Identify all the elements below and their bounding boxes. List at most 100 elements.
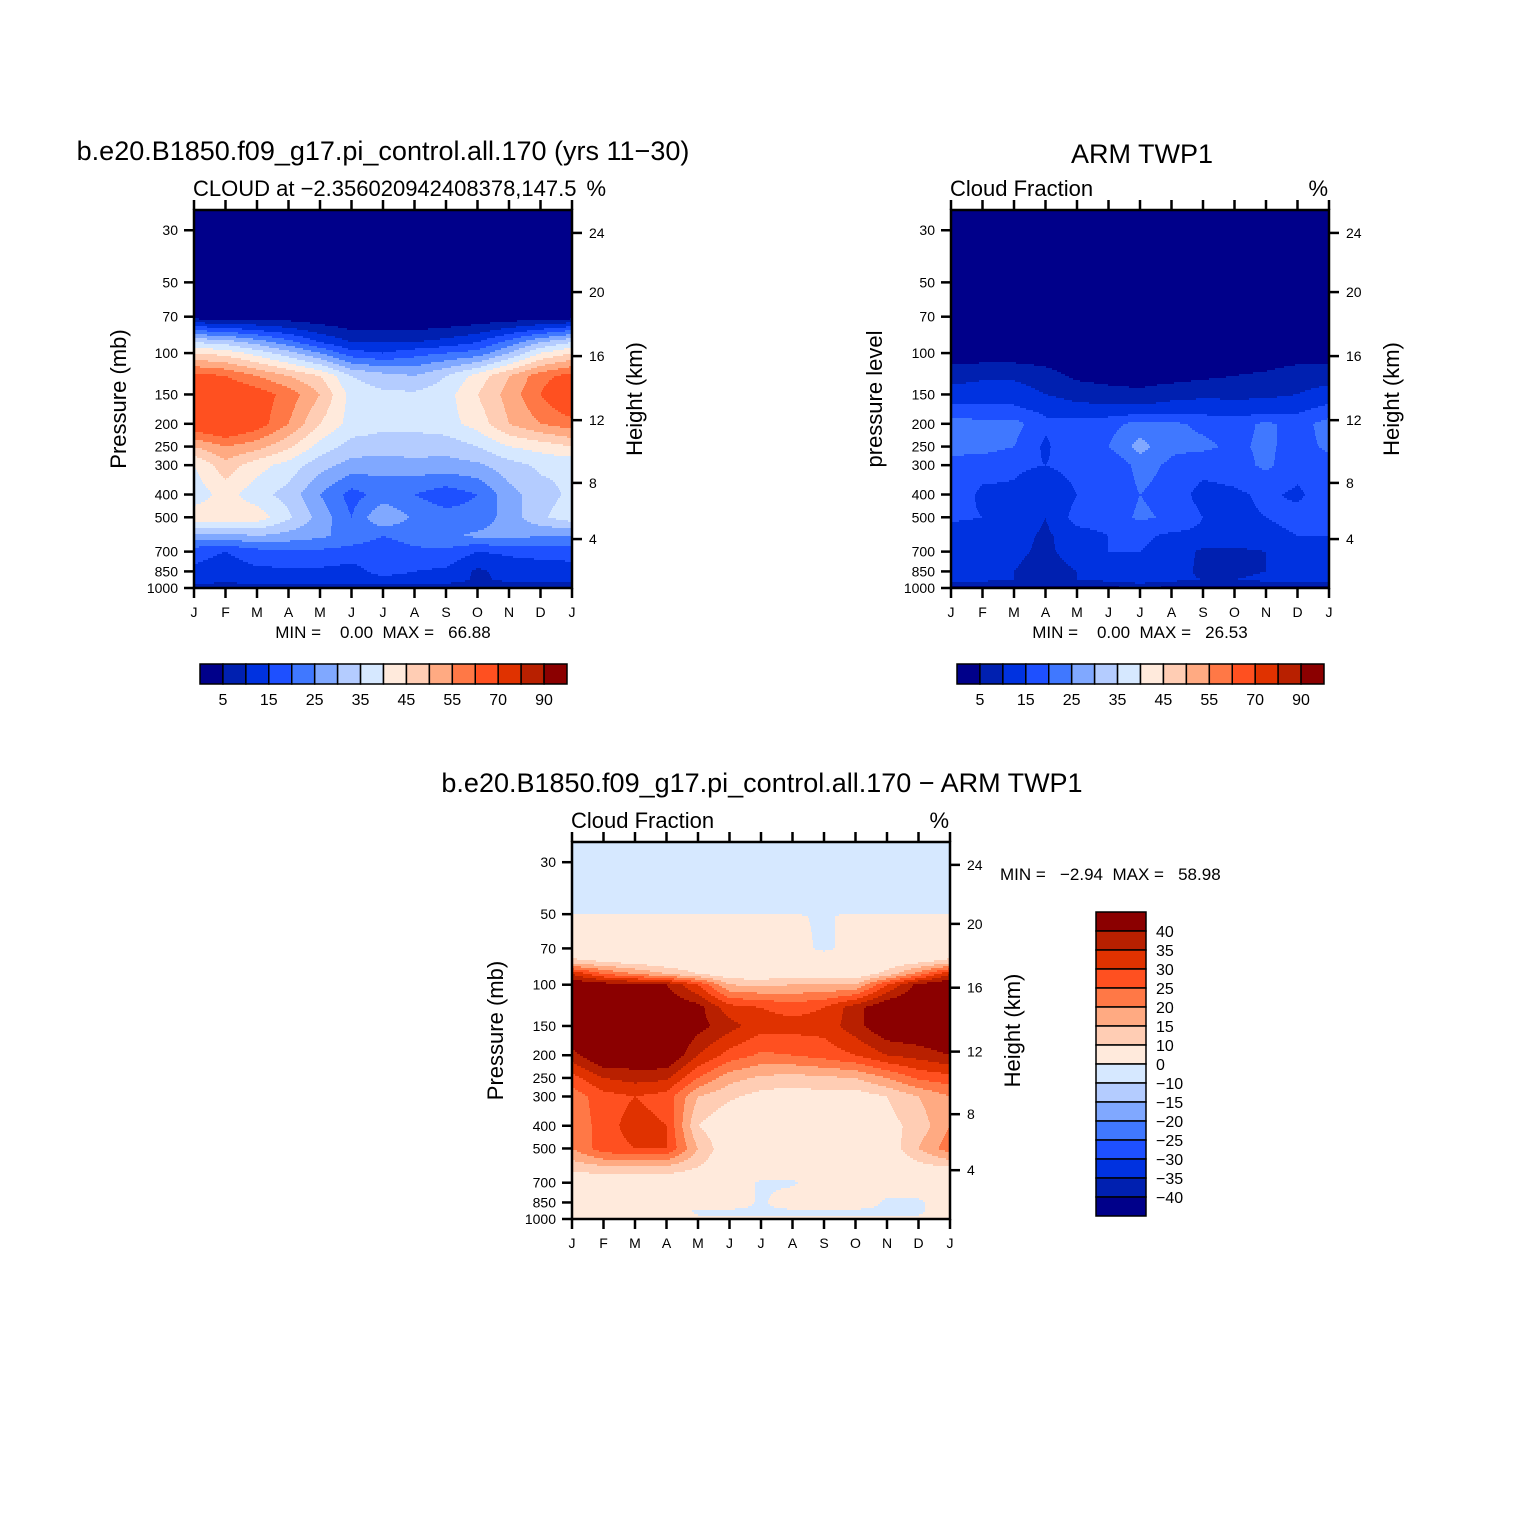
contour-cell xyxy=(256,368,286,370)
contour-cell xyxy=(951,224,1329,226)
colorbar-box xyxy=(382,663,408,685)
contour-cell xyxy=(324,470,496,472)
contour-cell xyxy=(527,438,572,440)
contour-cell xyxy=(951,478,1015,480)
contour-cell xyxy=(210,496,241,498)
contour-cell xyxy=(572,1190,755,1192)
contour-cell xyxy=(235,556,465,558)
contour-cell xyxy=(1251,414,1329,416)
contour-cell xyxy=(566,360,572,362)
contour-cell xyxy=(572,1212,694,1214)
contour-cell xyxy=(951,324,1329,326)
contour-cell xyxy=(627,1140,667,1142)
contour-cell xyxy=(198,472,219,474)
contour-cell xyxy=(537,366,569,368)
contour-cell xyxy=(1260,422,1272,424)
contour-cell xyxy=(463,370,486,372)
contour-cell xyxy=(331,402,346,404)
contour-cell xyxy=(461,420,488,422)
contour-cell xyxy=(375,508,397,510)
contour-cell xyxy=(706,990,717,992)
contour-cell xyxy=(228,552,474,554)
contour-cell xyxy=(683,1128,691,1130)
contour-cell xyxy=(541,392,572,394)
contour-cell xyxy=(621,1130,667,1132)
contour-cell xyxy=(561,374,572,376)
contour-cell xyxy=(572,1018,707,1020)
contour-cell xyxy=(500,366,519,368)
contour-cell xyxy=(1191,494,1250,496)
contour-cell xyxy=(194,232,572,234)
colorbar-box xyxy=(1095,1006,1147,1027)
contour-cell xyxy=(674,1114,683,1116)
y-tick-label: 500 xyxy=(155,509,179,525)
contour-cell xyxy=(923,1138,943,1140)
contour-cell xyxy=(1196,550,1262,552)
contour-cell xyxy=(572,1084,592,1086)
contour-cell xyxy=(740,1080,864,1082)
contour-cell xyxy=(194,278,572,280)
contour-cell xyxy=(525,370,547,372)
colorbar-box xyxy=(222,663,247,685)
contour-cell xyxy=(553,350,572,352)
contour-cell xyxy=(364,496,419,498)
colorbar-box xyxy=(268,663,293,685)
contour-cell xyxy=(925,1210,950,1212)
contour-cell xyxy=(202,448,261,450)
contour-cell xyxy=(303,336,335,338)
contour-cell xyxy=(273,402,296,404)
contour-cell xyxy=(694,1108,718,1110)
contour-cell xyxy=(644,976,677,978)
contour-cell xyxy=(445,376,468,378)
contour-cell xyxy=(508,378,527,380)
contour-cell xyxy=(452,506,497,508)
contour-cell xyxy=(513,368,531,370)
contour-cell xyxy=(1314,428,1329,430)
contour-cell xyxy=(572,1032,700,1034)
contour-cell xyxy=(194,562,198,564)
contour-cell xyxy=(930,1124,950,1126)
contour-cell xyxy=(1052,368,1275,370)
contour-cell xyxy=(704,1130,902,1132)
contour-cell xyxy=(858,1078,890,1080)
contour-cell xyxy=(331,534,464,536)
contour-cell xyxy=(928,1118,950,1120)
contour-cell xyxy=(522,390,542,392)
contour-cell xyxy=(220,444,234,446)
contour-cell xyxy=(670,1088,683,1090)
contour-cell xyxy=(903,1126,930,1128)
contour-cell xyxy=(548,516,572,518)
contour-cell xyxy=(496,454,554,456)
contour-cell xyxy=(239,466,270,468)
contour-cell xyxy=(941,1142,950,1144)
contour-cell xyxy=(594,1062,674,1064)
contour-cell xyxy=(458,412,485,414)
contour-cell xyxy=(931,968,948,970)
contour-cell xyxy=(1138,498,1143,500)
contour-cell xyxy=(1250,494,1282,496)
contour-cell xyxy=(302,466,332,468)
contour-cell xyxy=(1094,382,1174,384)
contour-cell xyxy=(572,930,811,932)
contour-cell xyxy=(951,526,1041,528)
contour-cell xyxy=(572,854,950,856)
contour-cell xyxy=(541,352,572,354)
y-tick-label: 70 xyxy=(919,309,935,325)
contour-cell xyxy=(1253,452,1275,454)
contour-cell xyxy=(247,462,281,464)
contour-cell xyxy=(331,432,377,434)
contour-cell xyxy=(671,1076,685,1078)
contour-cell xyxy=(443,506,452,508)
contour-cell xyxy=(951,546,1032,548)
contour-cell xyxy=(326,382,340,384)
contour-cell xyxy=(1277,430,1315,432)
contour-cell xyxy=(667,1128,675,1130)
contour-cell xyxy=(287,460,312,462)
contour-cell xyxy=(460,504,497,506)
contour-cell xyxy=(927,982,950,984)
contour-cell xyxy=(1014,570,1076,572)
contour-cell xyxy=(861,986,873,988)
contour-cell xyxy=(674,1126,682,1128)
contour-cell xyxy=(538,372,572,374)
contour-cell xyxy=(724,1012,775,1014)
